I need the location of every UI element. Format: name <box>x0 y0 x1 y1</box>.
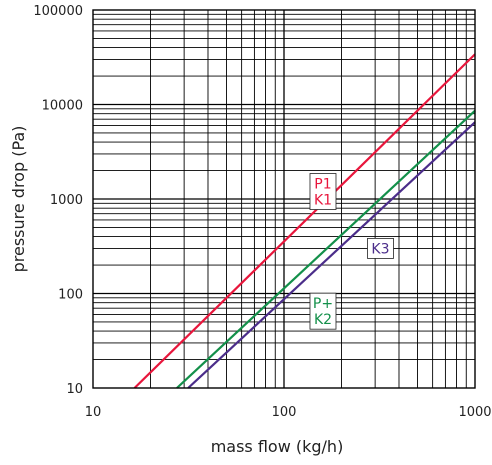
series-line-1 <box>133 53 476 389</box>
series-layer <box>133 53 476 389</box>
annotation-label-2: K3 <box>367 238 394 259</box>
annotation-text: P+ <box>313 296 333 312</box>
y-tick-label: 100 <box>58 288 83 303</box>
series-line-2 <box>176 109 476 389</box>
y-tick-label: 1000 <box>50 193 83 208</box>
major-gridlines <box>93 10 475 388</box>
annotation-text: K2 <box>314 312 332 328</box>
y-tick-label: 100000 <box>33 4 83 19</box>
annotation-box <box>367 238 394 259</box>
y-tick-label: 10 <box>66 382 83 397</box>
series-line-3 <box>187 121 476 389</box>
y-axis-title: pressure drop (Pa) <box>9 126 28 273</box>
x-tick-label: 100 <box>272 405 297 420</box>
annotation-box <box>309 173 337 210</box>
annotation-box <box>309 292 337 330</box>
x-tick-labels: 10 100 1000 <box>85 405 492 420</box>
y-tick-labels: 10 100 1000 10000 100000 <box>33 4 83 397</box>
x-axis-title: mass flow (kg/h) <box>211 437 344 456</box>
annotation-text: K1 <box>314 193 332 209</box>
annotation-label-3: P+K2 <box>309 292 337 330</box>
x-tick-label: 10 <box>85 405 102 420</box>
y-tick-label: 10000 <box>42 99 83 114</box>
plot-frame <box>92 9 476 389</box>
annotation-text: K3 <box>371 241 389 257</box>
annotation-text: P1 <box>314 177 331 193</box>
x-tick-label: 1000 <box>458 405 491 420</box>
